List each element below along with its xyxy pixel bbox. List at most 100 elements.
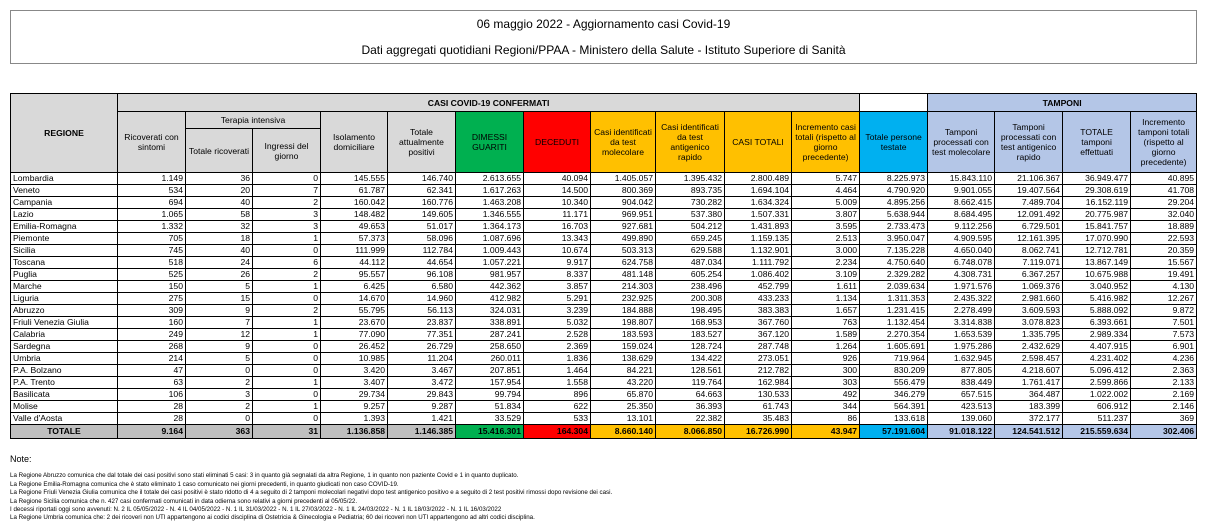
cell: 18 (185, 232, 253, 245)
col-casi-totali: CASI TOTALI (724, 111, 792, 173)
cell: 1.975.286 (927, 340, 996, 353)
cell: 63 (117, 376, 186, 389)
cell: 1.111.792 (724, 256, 792, 269)
cell: 9.917 (523, 256, 591, 269)
cell: 6.729.501 (994, 220, 1064, 233)
report-title: 06 maggio 2022 - Aggiornamento casi Covi… (476, 17, 731, 31)
cell: 29.843 (387, 388, 456, 401)
cell: 1.507.331 (724, 208, 792, 221)
cell: 96.108 (387, 268, 456, 281)
region-name: TOTALE (10, 424, 118, 439)
cell: 605.254 (655, 268, 725, 281)
cell: 183.527 (655, 328, 725, 341)
group-casi-confermati: CASI COVID-19 CONFERMATI (116, 93, 861, 112)
cell: 433.233 (724, 292, 792, 305)
table-row: Marche 150 5 1 6.425 6.580 442.362 3.857 214.303… (10, 280, 1198, 293)
table-row: Campania 694 40 2 160.042 160.776 1.463.208 10.… (10, 196, 1198, 209)
cell: 0 (185, 412, 253, 425)
cell: 1.632.945 (927, 352, 996, 365)
cell: 134.422 (655, 352, 725, 365)
cell: 232.925 (590, 292, 656, 305)
table-row: Friuli Venezia Giulia 160 7 1 23.670 23.837 33… (10, 316, 1198, 329)
cell: 16.703 (523, 220, 591, 233)
cell: 5.747 (790, 172, 861, 185)
cell: 36.949.477 (1062, 172, 1132, 185)
cell: 364.487 (994, 388, 1064, 401)
cell: 0 (252, 364, 321, 377)
cell: 29.734 (320, 388, 388, 401)
cell: 1.057.221 (455, 256, 524, 269)
cell: 57.373 (320, 232, 388, 245)
cell: 1.159.135 (724, 232, 792, 245)
cell: 6.425 (320, 280, 388, 293)
cell: 16.726.990 (724, 424, 792, 439)
cell: 1.311.353 (859, 292, 929, 305)
cell: 4.895.256 (859, 196, 929, 209)
cell: 8.662.415 (927, 196, 996, 209)
region-name: P.A. Trento (10, 376, 118, 389)
cell: 1.087.696 (455, 232, 524, 245)
cell: 287.748 (724, 340, 792, 353)
cell: 139.060 (927, 412, 996, 425)
cell: 1.364.173 (455, 220, 524, 233)
cell: 21.106.367 (994, 172, 1064, 185)
cell: 3.950.047 (859, 232, 929, 245)
cell: 745 (117, 244, 186, 257)
cell: 9.872 (1130, 304, 1198, 317)
region-name: P.A. Bolzano (10, 364, 118, 377)
region-name: Basilicata (10, 388, 118, 401)
note-item: La Regione Umbria comunica che: 2 dei ri… (10, 514, 535, 522)
table-row: Veneto 534 20 7 61.787 62.341 1.617.263 14.500 8… (10, 184, 1198, 197)
cell: 12.267 (1130, 292, 1198, 305)
cell: 412.982 (455, 292, 524, 305)
col-attualmente-positivi: Totale attualmente positivi (387, 111, 456, 173)
cell: 5 (185, 280, 253, 293)
cell: 1.146.385 (387, 424, 456, 439)
cell: 487.034 (655, 256, 725, 269)
cell: 58.096 (387, 232, 456, 245)
col-incremento-casi: Incremento casi totali (rispetto al gior… (790, 111, 861, 173)
cell: 2.435.322 (927, 292, 996, 305)
group-terapia-intensiva: Terapia intensiva (185, 111, 321, 129)
region-name: Valle d'Aosta (10, 412, 118, 425)
table-row: Lazio 1.065 58 3 148.482 149.605 1.346.555 11.1… (10, 208, 1198, 221)
cell: 659.245 (655, 232, 725, 245)
cell: 969.951 (590, 208, 656, 221)
cell: 896 (523, 388, 591, 401)
table-row: Umbria 214 5 0 10.985 11.204 260.011 1.836 138.6… (10, 352, 1198, 365)
table-row: Lombardia 1.149 36 0 145.555 146.740 2.613.655… (10, 172, 1198, 185)
region-name: Sicilia (10, 244, 118, 257)
col-tamponi-molecolare: Tamponi processati con test molecolare (927, 111, 996, 173)
cell: 268 (117, 340, 186, 353)
cell: 148.482 (320, 208, 388, 221)
cell: 4.218.607 (994, 364, 1064, 377)
cell: 58 (185, 208, 253, 221)
cell: 33.529 (455, 412, 524, 425)
cell: 2.329.282 (859, 268, 929, 281)
cell: 31 (252, 424, 321, 439)
cell: 24 (185, 256, 253, 269)
cell: 95.557 (320, 268, 388, 281)
cell: 2.270.354 (859, 328, 929, 341)
cell: 6.580 (387, 280, 456, 293)
cell: 5.638.944 (859, 208, 929, 221)
cell: 622 (523, 400, 591, 413)
cell: 4.650.040 (927, 244, 996, 257)
cell: 32.040 (1130, 208, 1198, 221)
cell: 2.513 (790, 232, 861, 245)
cell: 346.279 (859, 388, 929, 401)
cell: 4.407.915 (1062, 340, 1132, 353)
cell: 13.101 (590, 412, 656, 425)
col-casi-molecolare: Casi identificati da test molecolare (590, 111, 656, 173)
cell: 56.113 (387, 304, 456, 317)
cell: 133.618 (859, 412, 929, 425)
cell: 533 (523, 412, 591, 425)
cell: 14.670 (320, 292, 388, 305)
cell: 13.343 (523, 232, 591, 245)
cell: 3.420 (320, 364, 388, 377)
cell: 40 (185, 244, 253, 257)
cell: 5.009 (790, 196, 861, 209)
cell: 44.112 (320, 256, 388, 269)
cell: 11.171 (523, 208, 591, 221)
cell: 730.282 (655, 196, 725, 209)
